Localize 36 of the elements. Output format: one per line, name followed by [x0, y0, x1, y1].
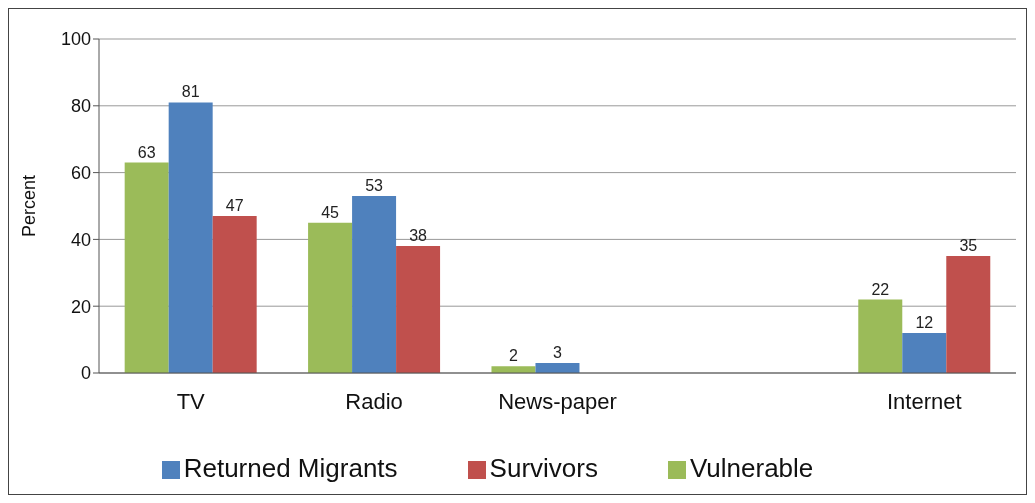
data-label: 47 — [225, 197, 244, 215]
bar — [124, 162, 169, 373]
data-label: 12 — [915, 313, 934, 331]
data-label: 22 — [871, 280, 890, 298]
data-label: 3 — [553, 343, 563, 361]
data-label: 35 — [959, 237, 978, 255]
y-tick-label: 80 — [70, 96, 91, 117]
bar — [212, 216, 257, 373]
x-tick-label: News-paper — [498, 388, 617, 414]
data-label: 53 — [365, 176, 384, 194]
data-label: 38 — [409, 227, 428, 245]
data-label: 45 — [321, 203, 340, 221]
y-tick-label: 40 — [70, 229, 91, 250]
y-tick-label: 60 — [70, 162, 91, 183]
y-tick-label: 0 — [80, 363, 91, 384]
legend-label: Returned Migrants — [183, 453, 398, 483]
x-tick-label: Internet — [887, 388, 962, 414]
legend-label: Vulnerable — [689, 453, 814, 483]
data-label: 63 — [137, 143, 156, 161]
bar — [535, 362, 580, 373]
bar — [396, 246, 441, 373]
bar — [308, 222, 353, 373]
legend-label: Survivors — [489, 453, 598, 483]
y-tick-label: 100 — [60, 29, 91, 50]
y-tick-label: 20 — [70, 296, 91, 317]
bar — [491, 366, 536, 373]
x-tick-label: TV — [176, 388, 206, 414]
bar — [858, 299, 903, 373]
x-tick-label: Radio — [345, 388, 403, 414]
data-label: 81 — [181, 83, 200, 101]
y-axis-title: Percent — [19, 174, 40, 238]
bar — [946, 256, 991, 373]
data-label: 2 — [509, 347, 519, 365]
bar — [168, 102, 213, 373]
bar — [352, 195, 397, 373]
bar — [902, 332, 947, 373]
